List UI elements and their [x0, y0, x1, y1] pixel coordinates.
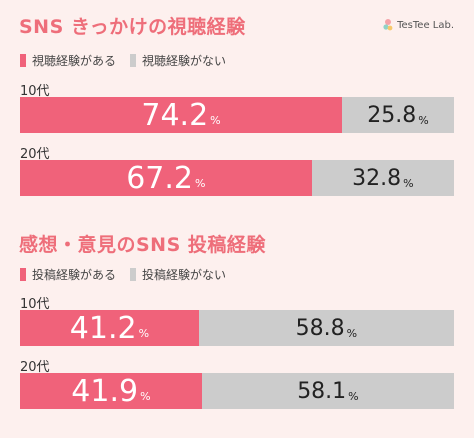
legend-label: 投稿経験がある [32, 268, 117, 282]
data-label: 41.9 [71, 373, 139, 409]
chart-1-title: SNS きっかけの視聴経験 [19, 16, 246, 38]
bar-segment-secondary: 25.8% [342, 97, 454, 133]
chart-2-title: 感想・意見のSNS 投稿経験 [19, 234, 266, 256]
legend-item-2: 視聴経験がない [130, 52, 226, 69]
chart-1-legend: 視聴経験がある 視聴経験がない [20, 52, 240, 69]
bar-row: 67.2% 32.8% [20, 160, 454, 196]
bar-row: 41.2% 58.8% [20, 310, 454, 346]
unit-label: % [403, 176, 414, 190]
bar-segment-secondary: 58.8% [198, 310, 454, 346]
unit-label: % [210, 113, 221, 127]
unit-label: % [140, 389, 151, 403]
category-label: 20代 [20, 147, 50, 162]
testee-logo: TesTee Lab. [382, 18, 454, 32]
bar-row: 74.2% 25.8% [20, 97, 454, 133]
legend-item-1: 投稿経験がある [20, 266, 116, 283]
unit-label: % [346, 326, 358, 340]
unit-label: % [194, 176, 206, 190]
unit-label: % [138, 326, 150, 340]
data-label: 74.2 [141, 97, 209, 133]
logo-mark-icon [383, 19, 393, 31]
category-label: 20代 [20, 360, 50, 375]
legend-label: 投稿経験がない [142, 268, 227, 282]
chart-2-legend: 投稿経験がある 投稿経験がない [20, 266, 240, 283]
bar-segment-primary: 67.2% [20, 160, 312, 196]
data-label: 58.1 [297, 378, 347, 404]
data-label: 67.2 [126, 160, 193, 196]
data-label: 32.8 [352, 165, 402, 191]
legend-swatch-secondary [130, 268, 137, 281]
legend-label: 視聴経験がない [142, 54, 227, 68]
legend-item-2: 投稿経験がない [130, 266, 226, 283]
bar-segment-secondary: 58.1% [201, 373, 454, 409]
unit-label: % [348, 389, 359, 403]
data-label: 41.2 [69, 310, 137, 346]
category-label: 10代 [20, 297, 50, 312]
data-label: 58.8 [295, 315, 345, 341]
legend-item-1: 視聴経験がある [20, 52, 116, 69]
bar-row: 41.9% 58.1% [20, 373, 454, 409]
legend-label: 視聴経験がある [32, 54, 117, 68]
bar-segment-primary: 74.2% [20, 97, 343, 133]
legend-swatch-primary [20, 54, 26, 67]
bar-segment-secondary: 32.8% [311, 160, 454, 196]
unit-label: % [418, 113, 429, 127]
logo-text: TesTee Lab. [397, 19, 454, 31]
legend-swatch-primary [20, 268, 26, 281]
bar-segment-primary: 41.9% [20, 373, 202, 409]
category-label: 10代 [20, 84, 50, 99]
bar-segment-primary: 41.2% [20, 310, 199, 346]
legend-swatch-secondary [130, 54, 137, 67]
data-label: 25.8 [367, 102, 417, 128]
